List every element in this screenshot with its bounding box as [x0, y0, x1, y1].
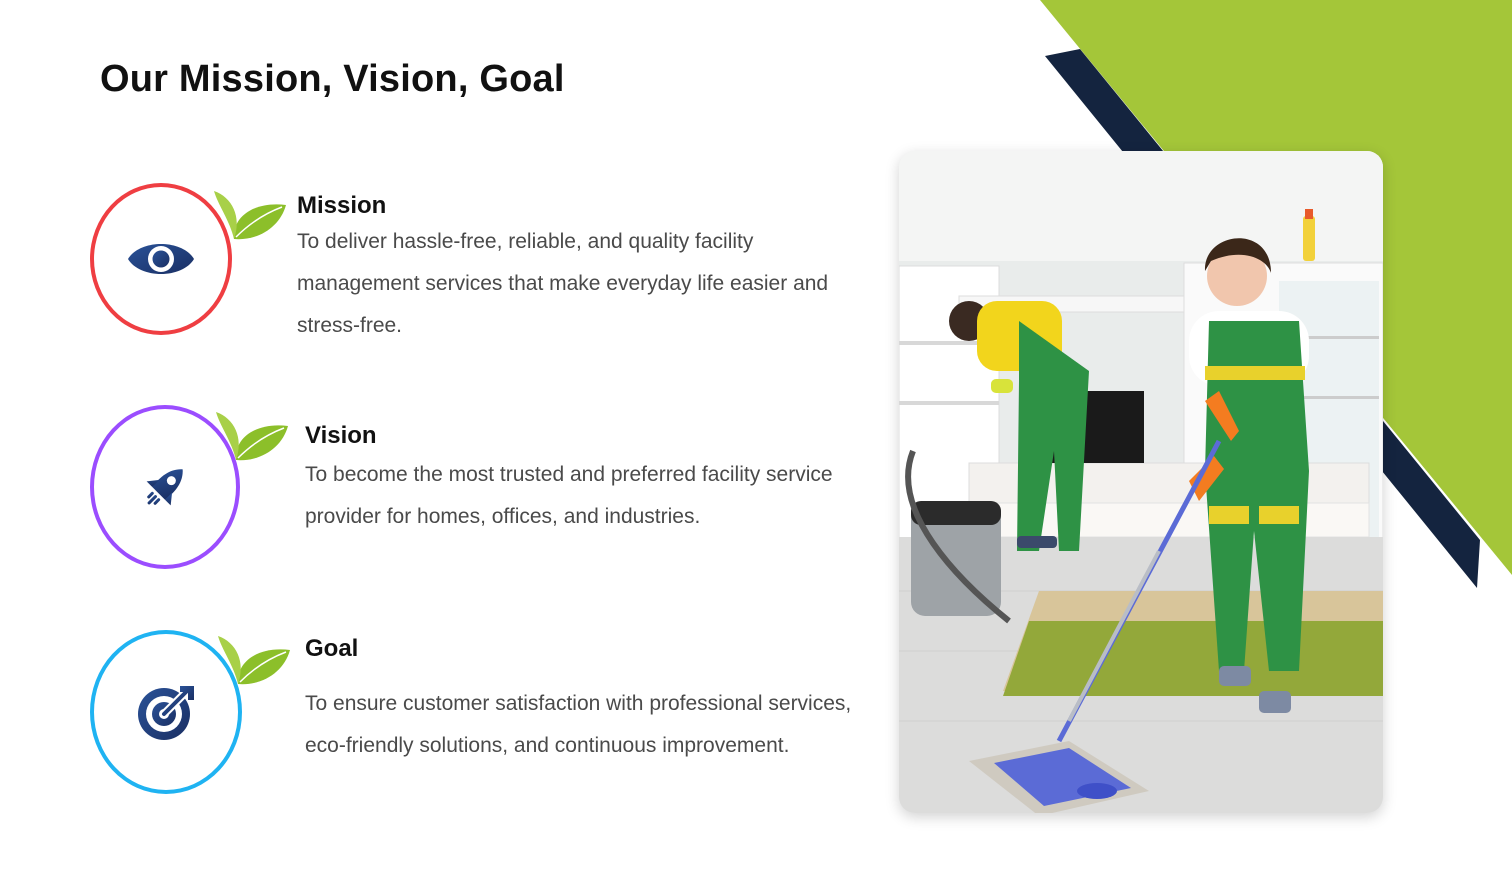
vision-icon-ring	[90, 405, 240, 569]
page-title: Our Mission, Vision, Goal	[100, 58, 565, 100]
leaf-icon	[218, 636, 290, 685]
eye-icon	[128, 244, 194, 274]
goal-text: To ensure customer satisfaction with pro…	[305, 692, 852, 757]
leaf-icon	[216, 412, 288, 461]
mission-text: To deliver hassle-free, reliable, and qu…	[297, 230, 829, 337]
target-icon	[138, 686, 194, 740]
goal-title: Goal	[305, 635, 359, 662]
vision-title: Vision	[305, 422, 377, 449]
mission-title: Mission	[297, 192, 387, 219]
mission-icon-ring	[90, 183, 232, 335]
leaf-icon	[214, 191, 286, 240]
cleaning-crew-photo	[899, 151, 1383, 813]
vision-text: To become the most trusted and preferred…	[305, 463, 833, 528]
photo-illustration	[899, 151, 1383, 813]
goal-icon-ring	[90, 630, 242, 794]
rocket-icon	[146, 469, 183, 506]
